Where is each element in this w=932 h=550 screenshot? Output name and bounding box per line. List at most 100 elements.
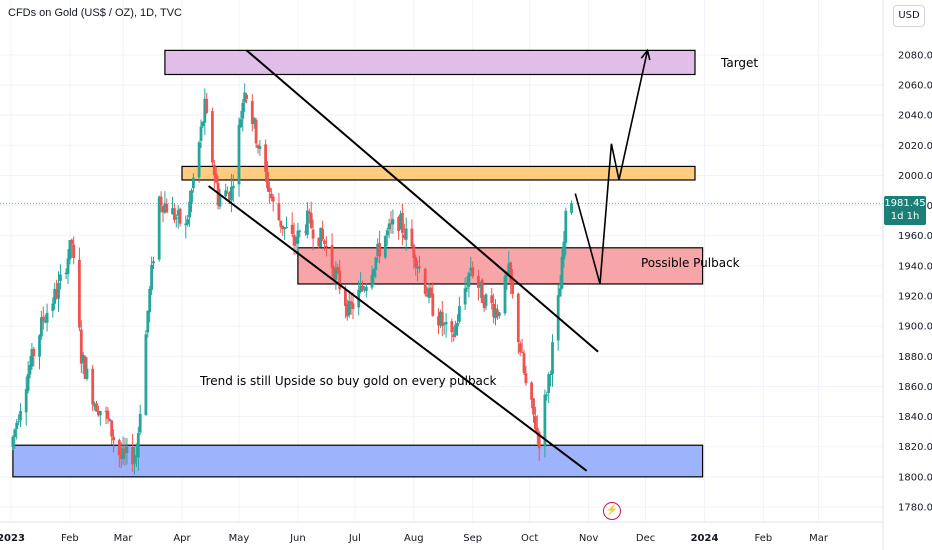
candle-body <box>427 288 431 298</box>
x-tick-label: Feb <box>755 533 773 544</box>
candle-body <box>70 239 74 245</box>
candle-body <box>294 241 298 245</box>
candle-body <box>144 334 148 416</box>
candle-body <box>304 231 307 233</box>
candle-body <box>532 398 535 415</box>
candle-body <box>401 212 404 233</box>
candle-body <box>431 293 435 316</box>
candle-body <box>157 196 161 260</box>
candle-body <box>383 236 387 258</box>
pullback-label: Possible Pulback <box>641 256 740 270</box>
candle-body <box>547 374 551 393</box>
candle-body <box>43 320 47 323</box>
candle-body <box>264 144 267 172</box>
price-axis[interactable]: 1780.00 1800.00 1820.00 1840.00 1860.00 1880.… <box>898 50 932 513</box>
candle-body <box>254 119 258 144</box>
candle-body <box>418 266 421 269</box>
candle-body <box>190 190 193 203</box>
candle-body <box>171 208 174 215</box>
candle-body <box>256 145 260 149</box>
candle-body <box>520 351 524 353</box>
candle-body <box>40 317 43 337</box>
candle-body <box>104 411 108 413</box>
candle-body <box>505 274 509 277</box>
candle-body <box>334 269 338 280</box>
projection-arrowhead <box>640 48 651 61</box>
candle-body <box>345 303 349 317</box>
candle-body <box>81 354 85 363</box>
candle-body <box>57 282 60 299</box>
candle-body <box>53 288 57 304</box>
candle-body <box>465 287 469 289</box>
candle-body <box>148 288 152 313</box>
candle-body <box>83 356 87 379</box>
candle-body <box>173 208 176 220</box>
x-tick-label: Mar <box>809 533 829 544</box>
lightning-icon[interactable]: ⚡ <box>603 502 621 520</box>
y-tick-label: 2060.00 <box>898 81 932 92</box>
candle-body <box>98 410 102 416</box>
time-axis[interactable]: 2023 Feb Mar Apr May Jun Jul Aug Sep Oct Nov Dec 202… <box>0 533 829 544</box>
candle-body <box>230 186 233 201</box>
candle-body <box>391 219 395 225</box>
candle-body <box>372 269 376 277</box>
candle-body <box>68 240 72 260</box>
x-tick-label: Aug <box>404 533 424 544</box>
candle-body <box>24 389 28 413</box>
candle-body <box>349 301 353 304</box>
x-tick-label: 2024 <box>691 533 719 544</box>
candle-body <box>351 303 355 309</box>
candle-body <box>269 193 273 199</box>
candle-body <box>467 272 471 287</box>
candle-body <box>370 274 374 288</box>
candle-body <box>281 225 285 229</box>
last-price-tag: 1981.45 1d 1h <box>884 196 926 225</box>
candle-body <box>429 287 433 296</box>
candle-body <box>402 234 406 239</box>
zone-target <box>164 49 696 76</box>
y-tick-label: 1780.00 <box>898 503 932 514</box>
candle-body <box>389 223 393 225</box>
candle-body <box>522 353 526 374</box>
y-tick-label: 1840.00 <box>898 412 932 423</box>
candle-body <box>201 122 205 127</box>
candle-body <box>442 323 446 325</box>
drawings <box>0 48 883 472</box>
currency-button[interactable]: USD <box>893 5 925 27</box>
candle-body <box>321 228 324 240</box>
candle-body <box>268 187 271 192</box>
candle-body <box>79 329 83 364</box>
x-tick-label: May <box>229 533 250 544</box>
zone-possible-pulback <box>297 247 704 285</box>
candle-body <box>535 428 539 432</box>
candle-body <box>509 262 513 283</box>
candle-body <box>279 220 283 227</box>
y-tick-label: 2040.00 <box>898 111 932 122</box>
zone-support <box>12 444 704 478</box>
candle-body <box>290 224 294 234</box>
candle-body <box>133 457 136 464</box>
candle-body <box>108 419 112 421</box>
x-tick-label: Dec <box>636 533 655 544</box>
x-tick-label: Jul <box>348 533 361 544</box>
candle-body <box>363 289 366 291</box>
candle-body <box>336 267 340 272</box>
candle-body <box>454 324 457 336</box>
candle-body <box>412 245 416 258</box>
last-price-value: 1981.45 <box>884 198 926 209</box>
candle-body <box>359 285 362 292</box>
candle-body <box>397 217 400 232</box>
y-tick-label: 2000.00 <box>898 171 932 182</box>
candle-body <box>298 230 302 232</box>
trend-line <box>207 185 588 472</box>
candle-body <box>311 229 315 239</box>
candle-body <box>226 192 229 194</box>
candle-body <box>511 281 514 294</box>
candle-body <box>387 223 391 230</box>
candle-body <box>425 294 429 297</box>
x-tick-label: Apr <box>173 533 191 544</box>
candle-body <box>51 303 55 311</box>
candle-body <box>478 281 482 287</box>
candle-body <box>534 416 537 430</box>
